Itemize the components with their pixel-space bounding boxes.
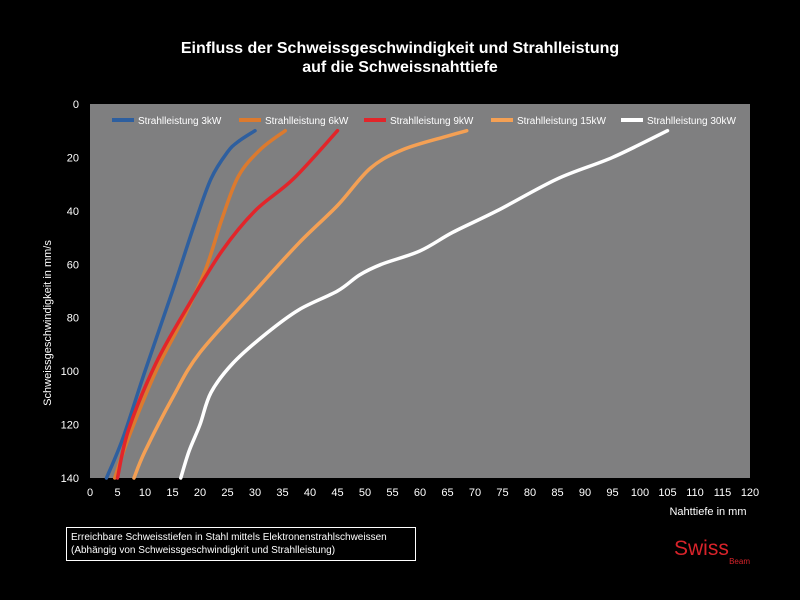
x-tick-label: 10 — [139, 487, 151, 499]
x-tick-label: 30 — [249, 487, 261, 499]
x-tick-label: 120 — [741, 487, 759, 499]
x-tick-label: 75 — [496, 487, 508, 499]
x-axis-ticks: 0 5 10 15 20 25 30 35 40 45 50 55 60 65 70 75 80 85 90 95 10… — [87, 487, 759, 499]
swiss-beam-logo: Swiss Beam — [674, 537, 754, 567]
series-line-1 — [104, 128, 257, 480]
x-tick-label: 35 — [276, 487, 288, 499]
y-tick-label: 0 — [73, 99, 79, 111]
y-axis-ticks: 0 20 40 60 80 100 120 140 — [61, 99, 79, 485]
y-tick-label: 20 — [67, 152, 79, 164]
series-lines — [104, 128, 670, 480]
x-tick-label: 100 — [631, 487, 649, 499]
x-tick-label: 105 — [658, 487, 676, 499]
series-line-4 — [132, 128, 469, 480]
x-tick-label: 40 — [304, 487, 316, 499]
logo-sub-text: Beam — [729, 557, 750, 566]
y-tick-label: 140 — [61, 473, 79, 485]
plot-area — [90, 104, 750, 478]
y-tick-label: 40 — [67, 206, 79, 218]
legend-label-1: Strahlleistung 3kW — [138, 116, 222, 127]
x-tick-label: 70 — [469, 487, 481, 499]
legend-label-2: Strahlleistung 6kW — [265, 116, 349, 127]
x-tick-label: 0 — [87, 487, 93, 499]
x-tick-label: 60 — [414, 487, 426, 499]
y-axis-label: Schweissgeschwindigkeit in mm/s — [42, 240, 54, 406]
x-tick-label: 90 — [579, 487, 591, 499]
legend-label-5: Strahlleistung 30kW — [647, 116, 736, 127]
series-line-5 — [179, 128, 670, 480]
y-tick-label: 120 — [61, 420, 79, 432]
x-tick-label: 50 — [359, 487, 371, 499]
x-tick-label: 80 — [524, 487, 536, 499]
x-tick-label: 20 — [194, 487, 206, 499]
caption-line-1: Erreichbare Schweisstiefen in Stahl mitt… — [71, 532, 387, 543]
logo-main-text: Swiss — [674, 537, 729, 560]
caption-line-2: (Abhängig von Schweissgeschwindigkrit un… — [71, 545, 336, 556]
y-tick-label: 100 — [61, 366, 79, 378]
x-tick-label: 65 — [441, 487, 453, 499]
x-tick-label: 45 — [331, 487, 343, 499]
chart-title-line-1: Einfluss der Schweissgeschwindigkeit und… — [181, 40, 619, 57]
x-tick-label: 110 — [686, 487, 704, 499]
x-tick-label: 25 — [221, 487, 233, 499]
x-tick-label: 55 — [386, 487, 398, 499]
series-line-2 — [113, 128, 287, 480]
series-line-3 — [115, 128, 340, 480]
caption-box: Erreichbare Schweisstiefen in Stahl mitt… — [66, 527, 416, 561]
x-tick-label: 95 — [606, 487, 618, 499]
legend-label-4: Strahlleistung 15kW — [517, 116, 606, 127]
legend: Strahlleistung 3kW Strahlleistung 6kW Stra… — [112, 116, 736, 127]
chart-title-line-2: auf die Schweissnahttiefe — [302, 59, 498, 76]
x-axis-label: Nahttiefe in mm — [669, 506, 746, 518]
x-tick-label: 5 — [114, 487, 120, 499]
x-tick-label: 85 — [551, 487, 563, 499]
chart-title: Einfluss der Schweissgeschwindigkeit und… — [181, 40, 619, 76]
x-tick-label: 15 — [166, 487, 178, 499]
y-tick-label: 60 — [67, 259, 79, 271]
x-tick-label: 115 — [714, 487, 732, 499]
legend-label-3: Strahlleistung 9kW — [390, 116, 474, 127]
y-tick-label: 80 — [67, 313, 79, 325]
